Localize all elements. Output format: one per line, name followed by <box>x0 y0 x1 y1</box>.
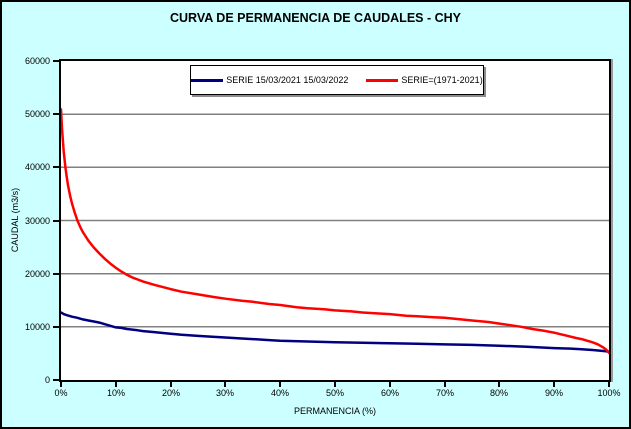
y-tick-label: 40000 <box>24 162 50 172</box>
series-line-1 <box>61 108 609 355</box>
x-tick-mark <box>498 382 500 387</box>
x-axis-title: PERMANENCIA (%) <box>293 406 377 416</box>
x-tick-label: 30% <box>215 388 234 398</box>
chart-title: CURVA DE PERMANENCIA DE CAUDALES - CHY <box>170 11 461 25</box>
y-tick-mark <box>53 113 59 115</box>
legend: SERIE 15/03/2021 15/03/2022 SERIE=(1971-2… <box>190 65 484 95</box>
x-tick-label: 60% <box>380 388 399 398</box>
y-tick-mark <box>53 166 59 168</box>
x-tick-mark <box>170 382 172 387</box>
y-tick-mark <box>53 220 59 222</box>
legend-label: SERIE 15/03/2021 15/03/2022 <box>226 75 349 85</box>
x-tick-mark <box>115 382 117 387</box>
series-plot-svg <box>61 108 609 355</box>
x-tick-label: 50% <box>325 388 344 398</box>
y-tick-label: 10000 <box>24 322 50 332</box>
x-tick-mark <box>334 382 336 387</box>
x-tick-mark <box>553 382 555 387</box>
y-tick-mark <box>53 379 59 381</box>
y-tick-label: 50000 <box>24 109 50 119</box>
x-tick-mark <box>389 382 391 387</box>
y-tick-mark <box>53 326 59 328</box>
x-tick-label: 80% <box>489 388 508 398</box>
x-tick-label: 20% <box>161 388 180 398</box>
legend-line-swatch <box>191 78 224 82</box>
x-tick-label: 90% <box>544 388 563 398</box>
legend-item-1: SERIE=(1971-2021) <box>366 75 483 85</box>
x-tick-mark <box>444 382 446 387</box>
y-tick-label: 20000 <box>24 269 50 279</box>
y-tick-mark <box>53 60 59 62</box>
plot-area <box>59 59 611 382</box>
y-tick-label: 60000 <box>24 56 50 66</box>
x-tick-label: 0% <box>54 388 68 398</box>
legend-item-0: SERIE 15/03/2021 15/03/2022 <box>191 75 348 85</box>
legend-line-swatch <box>366 78 399 82</box>
x-tick-label: 10% <box>106 388 125 398</box>
x-tick-label: 100% <box>597 388 621 398</box>
series-line-0 <box>61 311 609 353</box>
y-tick-label: 0 <box>44 375 50 385</box>
legend-label: SERIE=(1971-2021) <box>401 75 483 85</box>
x-tick-mark <box>224 382 226 387</box>
y-tick-mark <box>53 273 59 275</box>
x-tick-mark <box>279 382 281 387</box>
x-tick-mark <box>60 382 62 387</box>
x-tick-label: 70% <box>435 388 454 398</box>
y-tick-label: 30000 <box>24 216 50 226</box>
x-tick-label: 40% <box>270 388 289 398</box>
x-tick-mark <box>608 382 610 387</box>
